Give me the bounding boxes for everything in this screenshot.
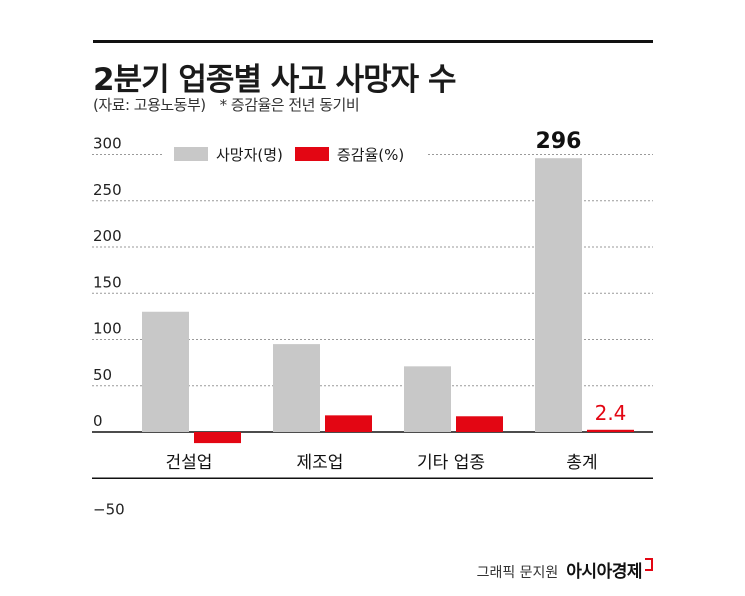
category-label-2: 기타 업종 [417,453,485,473]
bars [142,158,634,444]
y-tick-label-300: 300 [93,135,122,153]
chart-title: 2분기 업종별 사고 사망자 수 [93,62,456,98]
y-axis-ticks: 300 250 200 150 100 50 0 −50 [93,135,125,519]
chart-subtitle: (자료: 고용노동부) * 증감율은 전년 동기비 [93,94,360,115]
deaths-bar-2 [404,366,451,432]
legend-swatch-rate [294,147,329,161]
rate-bar-1 [325,415,372,432]
legend-label-rate: 증감율(%) [336,145,405,164]
source-note: (자료: 고용노동부) [93,96,206,114]
legend: 사망자(명) 증감율(%) [162,140,426,168]
data-label-0: 296 [536,129,582,154]
y-tick-label-250: 250 [93,181,122,199]
credit: 그래픽 문지원 아시아경제 [477,557,653,582]
rate-bar-3 [587,429,634,432]
y-tick-label--50: −50 [93,500,125,518]
y-tick-label-200: 200 [93,227,122,245]
data-labels: 296 2.4 [536,129,627,425]
top-rule [93,40,653,43]
data-label-1: 2.4 [595,401,627,425]
x-axis-categories: 건설업 제조업 기타 업종 총계 [166,453,598,473]
brand-logo-text: 아시아경제 [566,562,642,582]
deaths-bar-3 [535,158,582,432]
category-label-3: 총계 [566,453,597,473]
legend-label-deaths: 사망자(명) [216,145,283,164]
y-tick-label-100: 100 [93,320,122,338]
rate-bar-2 [456,416,503,432]
deaths-bar-1 [273,344,320,432]
brand-mark-icon [645,558,653,571]
comparison-note: * 증감율은 전년 동기비 [219,96,360,114]
category-label-1: 제조업 [297,453,344,473]
rate-bar-0 [194,432,241,444]
y-tick-label-0: 0 [93,412,103,430]
y-tick-label-150: 150 [93,273,122,291]
y-tick-label-50: 50 [93,366,112,384]
category-label-0: 건설업 [166,453,213,473]
deaths-bar-0 [142,311,189,432]
graphic-credit: 그래픽 문지원 [476,565,559,581]
legend-swatch-deaths [174,147,208,161]
